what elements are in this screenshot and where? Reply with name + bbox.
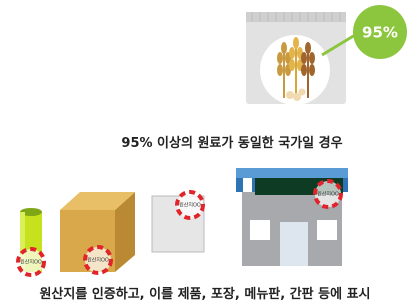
caption-bottom: 원산지를 인증하고, 이를 제품, 포장, 메뉴판, 간판 등에 표시 — [39, 286, 370, 302]
stamp-label: 원산지OO — [20, 259, 42, 266]
illustration: 95% 95% 이상의 원료가 동일한 국가일 경우 원산지를 인증하고, 이를… — [0, 0, 410, 308]
page: {"badge": "95%", "caption_top": "95% 이상의… — [0, 0, 410, 308]
bag — [246, 12, 346, 105]
caption-top: 95% 이상의 원료가 동일한 국가일 경우 — [121, 135, 342, 151]
stamp-label: 원산지OO — [317, 191, 339, 198]
stamp-label: 원산지OO — [87, 257, 109, 264]
stamp-label: 원산지OO — [179, 202, 201, 209]
badge: 95% — [362, 24, 398, 42]
